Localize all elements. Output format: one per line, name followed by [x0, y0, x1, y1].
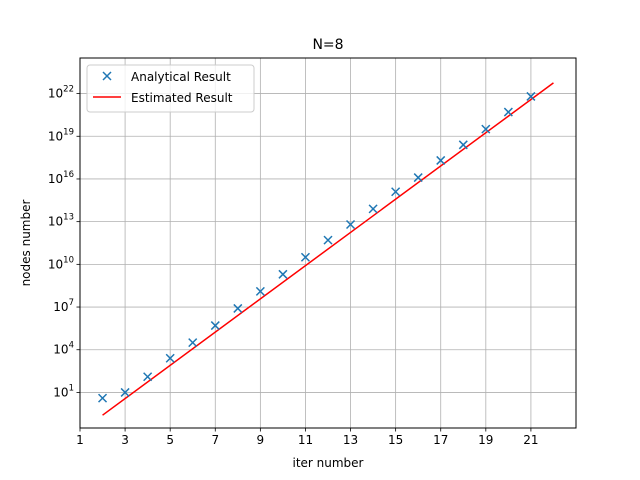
- y-tick-label: 1019: [48, 127, 74, 143]
- chart-title: N=8: [312, 37, 343, 53]
- legend-x-marker: [102, 71, 112, 81]
- y-tick-label-exponent: 10: [63, 255, 74, 265]
- analytical-point: [323, 235, 333, 245]
- plot-frame: [79, 57, 577, 429]
- analytical-point: [210, 321, 220, 331]
- x-marker-stroke: [526, 91, 536, 101]
- estimated-series: [102, 82, 554, 416]
- estimated-line: [102, 82, 554, 416]
- analytical-point: [436, 155, 446, 165]
- x-axis-ticks: 1 3 5 7 9 11 13 15 17 19 21: [76, 428, 539, 447]
- analytical-series: [98, 91, 536, 403]
- x-marker-stroke: [98, 393, 108, 403]
- grid: [79, 58, 576, 428]
- y-tick-label-exponent: 22: [63, 85, 74, 95]
- x-marker-stroke: [503, 107, 513, 117]
- y-tick-label: 1013: [48, 213, 74, 229]
- y-tick-label-base: 10: [53, 343, 68, 357]
- y-tick-label: 101: [53, 383, 74, 399]
- x-marker-stroke: [368, 204, 378, 214]
- x-marker-stroke: [165, 353, 175, 363]
- x-tick-label: 17: [433, 433, 448, 447]
- y-tick-label: 1022: [48, 85, 74, 101]
- x-tick-label: 21: [523, 433, 538, 447]
- legend-label-analytical: Analytical Result: [131, 70, 231, 84]
- y-tick-label: 1010: [48, 255, 74, 271]
- x-tick-label: 19: [478, 433, 493, 447]
- legend: Analytical Result Estimated Result: [86, 64, 255, 113]
- y-axis-label: nodes number: [19, 200, 33, 287]
- x-marker-stroke: [188, 338, 198, 348]
- y-tick-label: 104: [53, 341, 74, 357]
- analytical-point: [346, 219, 356, 230]
- x-marker-stroke: [436, 155, 446, 165]
- y-tick-label-exponent: 7: [69, 298, 74, 308]
- analytical-point: [165, 353, 175, 363]
- analytical-point: [188, 338, 198, 348]
- y-tick-label-base: 10: [48, 257, 63, 271]
- y-tick-label-base: 10: [48, 129, 63, 143]
- x-tick-label: 5: [166, 433, 174, 447]
- x-marker-stroke: [120, 387, 130, 397]
- y-tick-label-exponent: 1: [69, 383, 74, 393]
- analytical-point: [300, 252, 310, 262]
- x-marker-stroke: [300, 252, 310, 262]
- x-tick-label: 15: [388, 433, 403, 447]
- x-marker-stroke: [210, 321, 220, 331]
- x-tick-label: 1: [76, 433, 84, 447]
- y-tick-label-exponent: 13: [63, 213, 74, 223]
- x-marker-stroke: [278, 269, 288, 279]
- x-marker-stroke: [458, 140, 468, 150]
- x-marker-stroke: [346, 219, 356, 230]
- legend-box: [86, 64, 255, 113]
- x-marker-stroke: [481, 124, 491, 134]
- x-axis-label: iter number: [292, 456, 363, 470]
- legend-label-estimated: Estimated Result: [131, 91, 233, 105]
- analytical-point: [255, 286, 265, 296]
- x-marker-stroke: [143, 372, 153, 382]
- x-marker-stroke: [102, 71, 112, 81]
- analytical-point: [278, 269, 288, 279]
- x-tick-label: 13: [343, 433, 358, 447]
- analytical-point: [458, 140, 468, 150]
- x-marker-stroke: [323, 235, 333, 245]
- x-tick-label: 11: [298, 433, 313, 447]
- analytical-point: [143, 372, 153, 382]
- x-marker-stroke: [233, 303, 243, 313]
- analytical-point: [503, 107, 513, 117]
- legend-marker-analytical: [102, 71, 112, 81]
- y-tick-label-base: 10: [53, 300, 68, 314]
- x-tick-label: 9: [257, 433, 265, 447]
- y-tick-label-exponent: 4: [69, 341, 74, 351]
- y-tick-label-exponent: 19: [63, 127, 74, 137]
- analytical-point: [98, 393, 108, 403]
- y-tick-label-base: 10: [48, 172, 63, 186]
- analytical-point: [413, 173, 423, 183]
- y-tick-label-base: 10: [48, 87, 63, 101]
- analytical-point: [368, 204, 378, 214]
- x-marker-stroke: [255, 286, 265, 296]
- y-tick-label-base: 10: [48, 215, 63, 229]
- x-marker-stroke: [413, 173, 423, 183]
- y-tick-label-base: 10: [53, 385, 68, 399]
- y-tick-label: 1016: [48, 170, 74, 186]
- y-tick-label: 107: [53, 298, 74, 314]
- x-tick-label: 3: [121, 433, 129, 447]
- x-marker-stroke: [391, 187, 401, 197]
- analytical-point: [481, 124, 491, 134]
- analytical-point: [233, 303, 243, 313]
- analytical-point: [526, 91, 536, 101]
- analytical-point: [120, 387, 130, 397]
- x-tick-label: 7: [211, 433, 219, 447]
- y-tick-label-exponent: 16: [63, 170, 74, 180]
- analytical-point: [391, 187, 401, 197]
